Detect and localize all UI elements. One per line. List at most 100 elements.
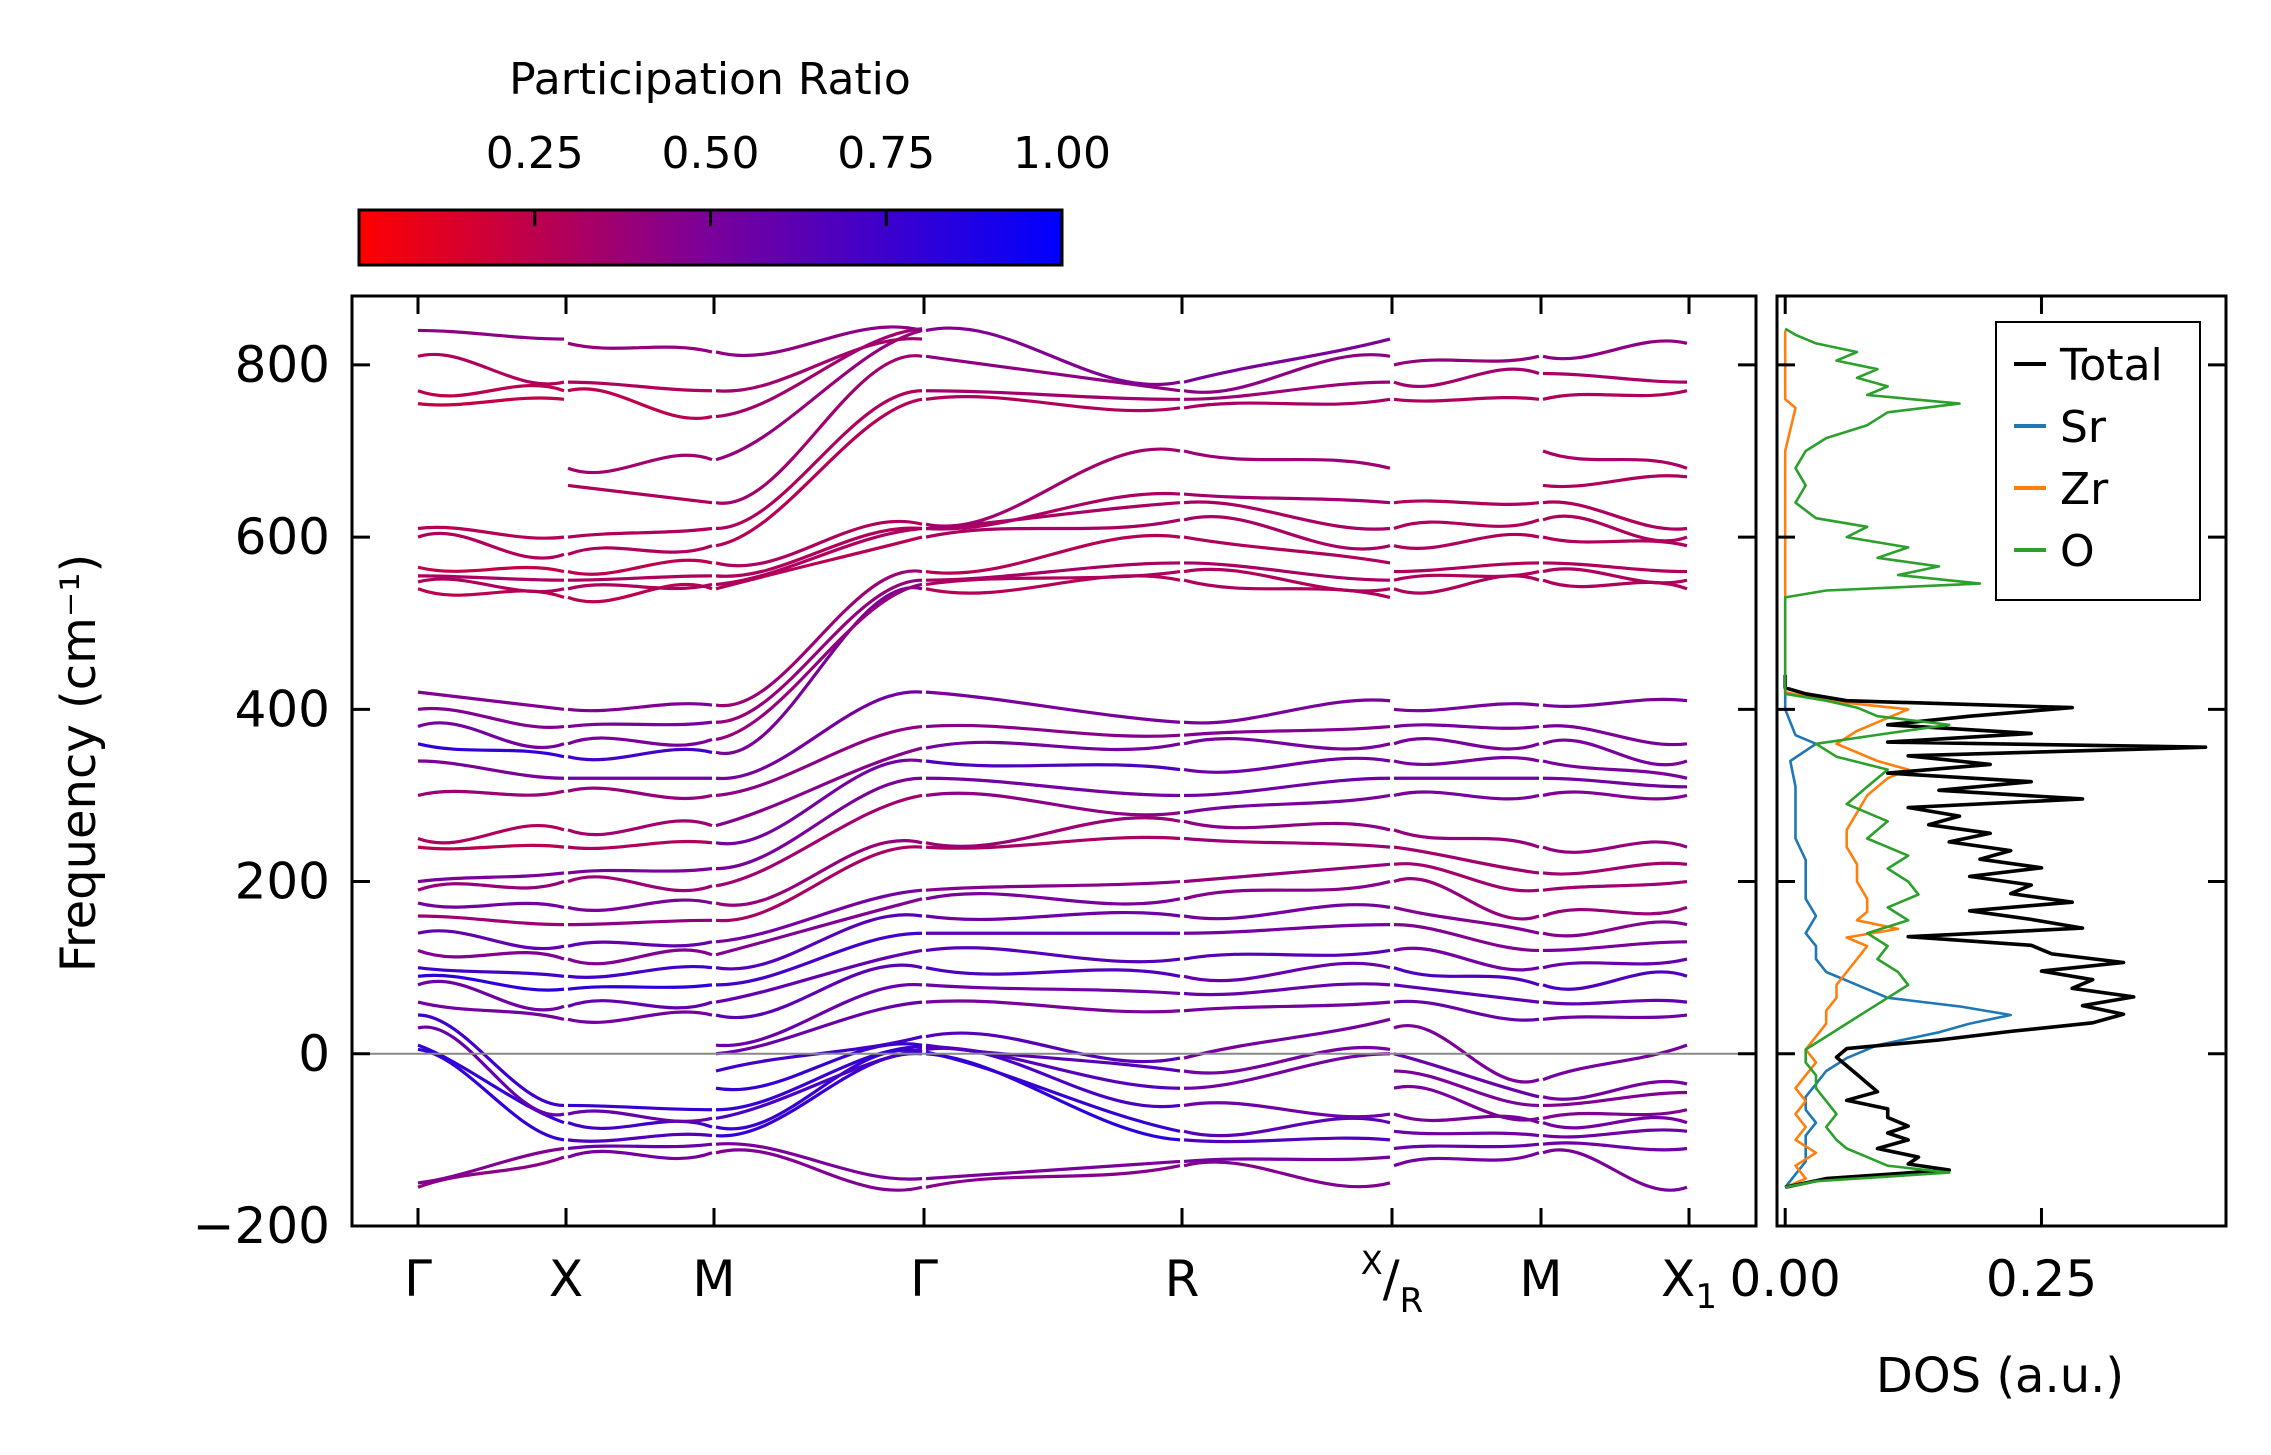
phonon-band <box>1542 957 1688 970</box>
phonon-band <box>417 929 565 951</box>
phonon-band <box>1183 724 1391 737</box>
phonon-band <box>417 1047 565 1142</box>
phonon-band <box>925 326 1181 387</box>
y-axis-label: Frequency (cm⁻¹) <box>51 554 107 972</box>
phonon-band <box>1183 1045 1391 1075</box>
phonon-band <box>715 690 923 780</box>
phonon-band <box>1542 449 1688 470</box>
phonon-band <box>417 577 565 594</box>
phonon-band <box>715 1045 923 1112</box>
kpoint-label: Γ <box>910 1250 938 1308</box>
phonon-band <box>715 569 923 708</box>
phonon-band <box>1393 1112 1540 1125</box>
phonon-band <box>1183 561 1391 582</box>
phonon-band <box>567 574 713 582</box>
phonon-band <box>925 1164 1181 1189</box>
phonon-band <box>715 776 923 871</box>
phonon-band <box>1542 1115 1688 1130</box>
phonon-band <box>1542 879 1688 892</box>
colorbar-tick-label: 0.25 <box>486 128 584 179</box>
phonon-band <box>715 327 923 419</box>
phonon-band <box>567 875 713 893</box>
phonon-band <box>1183 567 1391 593</box>
phonon-band <box>567 983 713 991</box>
phonon-band <box>925 354 1181 393</box>
kpoint-label: X <box>549 1250 583 1308</box>
phonon-band <box>925 740 1181 752</box>
phonon-band <box>1542 998 1688 1006</box>
phonon-band <box>1542 970 1688 991</box>
dos-x-tick-label: 0.25 <box>1986 1250 2097 1308</box>
phonon-band <box>1393 1069 1540 1108</box>
phonon-band <box>1183 736 1391 751</box>
y-tick-label: 0 <box>298 1025 330 1083</box>
colorbar-title: Participation Ratio <box>509 54 911 105</box>
phonon-band <box>1183 1116 1391 1138</box>
legend-label: Total <box>2059 340 2163 391</box>
phonon-band <box>1393 570 1540 582</box>
phonon-band <box>1542 500 1688 531</box>
phonon-band <box>1183 948 1391 961</box>
phonon-band <box>567 483 713 505</box>
phonon-band <box>1183 1136 1391 1144</box>
phonon-band <box>1183 353 1391 394</box>
phonon-band <box>1183 982 1391 997</box>
phonon-band <box>417 824 565 845</box>
kpoint-label: R <box>1165 1250 1200 1308</box>
phonon-band <box>715 397 923 548</box>
phonon-band <box>417 979 565 1012</box>
phonon-band <box>417 706 565 729</box>
phonon-band <box>417 587 565 599</box>
phonon-band <box>1542 738 1688 767</box>
y-tick-label: 800 <box>235 336 330 394</box>
phonon-band <box>1542 861 1688 876</box>
phonon-band <box>567 453 713 475</box>
phonon-band <box>715 519 923 568</box>
dos-panel: 0.00 0.25 DOS (a.u.) Total Sr Zr O <box>1730 294 2228 1404</box>
phonon-band <box>715 983 923 1048</box>
phonon-band <box>567 544 713 556</box>
phonon-band <box>1393 396 1540 403</box>
legend-label: Zr <box>2060 464 2109 515</box>
phonon-band <box>715 389 923 531</box>
phonon-band <box>715 526 923 587</box>
phonon-band <box>715 839 923 907</box>
phonon-band <box>567 747 713 762</box>
phonon-band <box>1393 790 1540 801</box>
phonon-band <box>925 946 1181 964</box>
phonon-band <box>925 999 1181 1014</box>
phonon-band <box>715 337 923 393</box>
dos-x-tick-label: 0.00 <box>1730 1250 1841 1308</box>
phonon-band <box>1542 776 1688 789</box>
phonon-band <box>567 1010 713 1024</box>
phonon-band <box>715 354 923 505</box>
phonon-band <box>567 786 713 801</box>
phonon-band <box>567 948 713 966</box>
phonon-band <box>925 1159 1181 1181</box>
phonon-band <box>925 1043 1181 1073</box>
phonon-band <box>925 561 1181 582</box>
phonon-band <box>1183 397 1391 410</box>
phonon-band <box>715 1000 923 1056</box>
phonon-band <box>925 966 1181 978</box>
phonon-band <box>1183 1101 1391 1119</box>
phonon-band <box>1183 380 1391 401</box>
dos-series-total <box>1783 674 2208 1190</box>
phonon-band <box>925 910 1181 922</box>
colorbar-tick-label: 0.75 <box>837 128 935 179</box>
phonon-band <box>715 746 923 828</box>
phonon-band <box>1542 1128 1688 1139</box>
phonon-band <box>715 1142 923 1181</box>
phonon-band <box>925 776 1181 798</box>
phonon-band <box>417 525 565 540</box>
phonon-band <box>715 758 923 846</box>
phonon-band <box>715 325 923 358</box>
phonon-band <box>417 789 565 797</box>
phonon-band <box>1393 367 1540 388</box>
phonon-band <box>1183 756 1391 774</box>
phonon-band <box>715 526 923 578</box>
phonon-band <box>417 574 565 582</box>
phonon-band <box>1542 371 1688 384</box>
phonon-band <box>417 690 565 711</box>
phonon-band <box>567 341 713 354</box>
